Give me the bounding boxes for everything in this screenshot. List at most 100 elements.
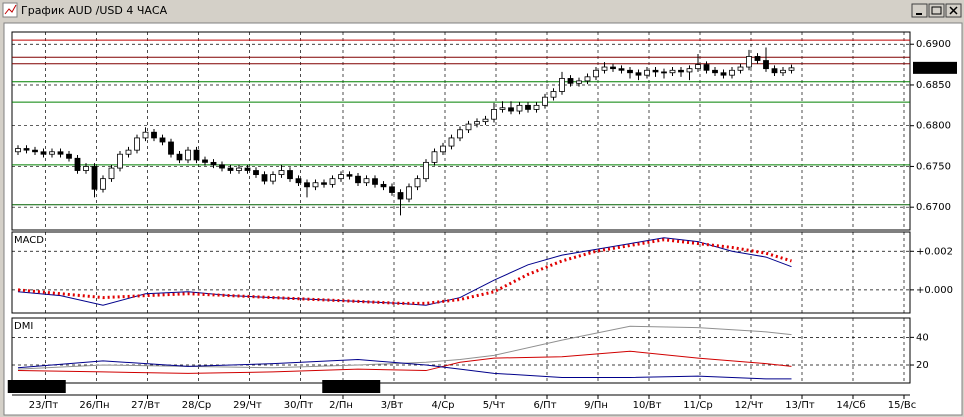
panel-title: MACD <box>14 235 44 246</box>
x-tick-label: 26/Пн <box>79 400 109 411</box>
candle-body <box>788 67 795 71</box>
title-bar <box>0 0 964 20</box>
candle-body <box>499 107 506 110</box>
candle-body <box>253 170 259 175</box>
maximize-button[interactable] <box>928 3 945 18</box>
candle-body <box>193 149 200 161</box>
candle-body <box>134 137 140 151</box>
candle-body <box>567 78 574 84</box>
y-tick-label: 0.6800 <box>916 121 951 132</box>
candle-body <box>304 182 310 188</box>
candle-body <box>338 174 344 180</box>
candle-body <box>32 149 38 153</box>
candle-body <box>142 131 149 139</box>
candle-body <box>66 153 72 159</box>
candle-body <box>15 148 21 153</box>
candle-body <box>23 148 30 151</box>
candle-body <box>91 166 98 190</box>
window-title: График AUD /USD 4 ЧАСА <box>21 4 168 17</box>
candle-body <box>363 178 370 184</box>
candle-body <box>329 178 336 185</box>
candle-body <box>100 178 106 190</box>
candle-body <box>227 167 234 171</box>
x-tick-label: 6/Пт <box>533 400 556 411</box>
candle-body <box>771 68 778 74</box>
candle-body <box>627 69 633 74</box>
candle-body <box>210 161 217 166</box>
x-tick-label: 23/Пт <box>29 400 59 411</box>
x-tick-label: 13/Пт <box>785 400 815 411</box>
window-icon-glyph <box>4 4 17 15</box>
month-label: Сен 2019 <box>326 382 374 393</box>
x-tick-label: 15/Вс <box>888 400 916 411</box>
x-tick-label: 2/Пн <box>329 400 353 411</box>
x-tick-label: 29/Чт <box>233 400 262 411</box>
month-box <box>322 380 381 393</box>
candle-body <box>159 137 166 143</box>
candle-body <box>448 137 455 147</box>
candle-body <box>431 151 438 163</box>
candle-body <box>414 178 421 188</box>
candle-body <box>465 123 472 131</box>
candle-body <box>695 64 701 70</box>
candle-body <box>729 69 735 76</box>
candle-body <box>57 151 64 155</box>
candle-body <box>185 149 191 161</box>
last-price-box <box>913 61 957 74</box>
candle-body <box>321 182 327 185</box>
candle-body <box>712 69 718 74</box>
window-buttons[interactable] <box>911 3 962 18</box>
candle-body <box>406 186 412 200</box>
x-tick-label: 4/Ср <box>431 400 454 411</box>
candle-body <box>355 175 361 184</box>
minimize-button[interactable] <box>911 3 928 18</box>
y-tick-label: +0.000 <box>916 285 953 296</box>
candle-body <box>372 178 378 185</box>
candle-body <box>584 76 591 82</box>
candle-body <box>491 109 497 120</box>
close-glyph <box>949 6 958 15</box>
candle-body <box>295 178 302 184</box>
x-tick-label: 30/Пт <box>284 400 314 411</box>
candle-body <box>737 66 744 71</box>
candle-body <box>108 167 115 180</box>
candle-body <box>117 153 123 169</box>
candle-body <box>125 149 132 155</box>
candle-body <box>754 56 761 61</box>
candle-body <box>763 60 769 70</box>
candle-body <box>389 186 395 193</box>
candle-body <box>635 72 642 76</box>
x-tick-label: 27/Вт <box>131 400 160 411</box>
candle-body <box>423 161 429 180</box>
x-tick-label: 10/Вт <box>633 400 662 411</box>
candle-body <box>83 166 89 171</box>
month-box <box>7 380 66 393</box>
y-tick-label: 0.6750 <box>916 161 951 172</box>
candle-body <box>474 121 480 125</box>
candle-body <box>525 104 531 110</box>
x-tick-label: 5/Чт <box>483 400 506 411</box>
candle-body <box>593 69 599 78</box>
y-tick-label: 0.6850 <box>916 80 951 91</box>
candle-body <box>202 159 208 163</box>
indicator-line <box>17 238 792 305</box>
candle-body <box>576 80 582 84</box>
candle-body <box>380 183 387 188</box>
candle-body <box>176 153 183 161</box>
candle-body <box>74 157 81 171</box>
candle-body <box>244 167 251 171</box>
x-tick-label: 11/Ср <box>683 400 712 411</box>
candle-body <box>686 68 693 73</box>
candle-body <box>661 71 667 74</box>
candle-body <box>457 129 463 139</box>
candle-body <box>287 170 293 180</box>
candle-body <box>312 182 319 188</box>
candle-body <box>542 96 548 106</box>
candle-body <box>610 66 616 70</box>
panel-frame <box>11 317 911 384</box>
panel-frame <box>11 231 911 314</box>
candle-body <box>168 141 174 155</box>
candle-body <box>601 66 608 71</box>
candle-body <box>270 174 276 182</box>
